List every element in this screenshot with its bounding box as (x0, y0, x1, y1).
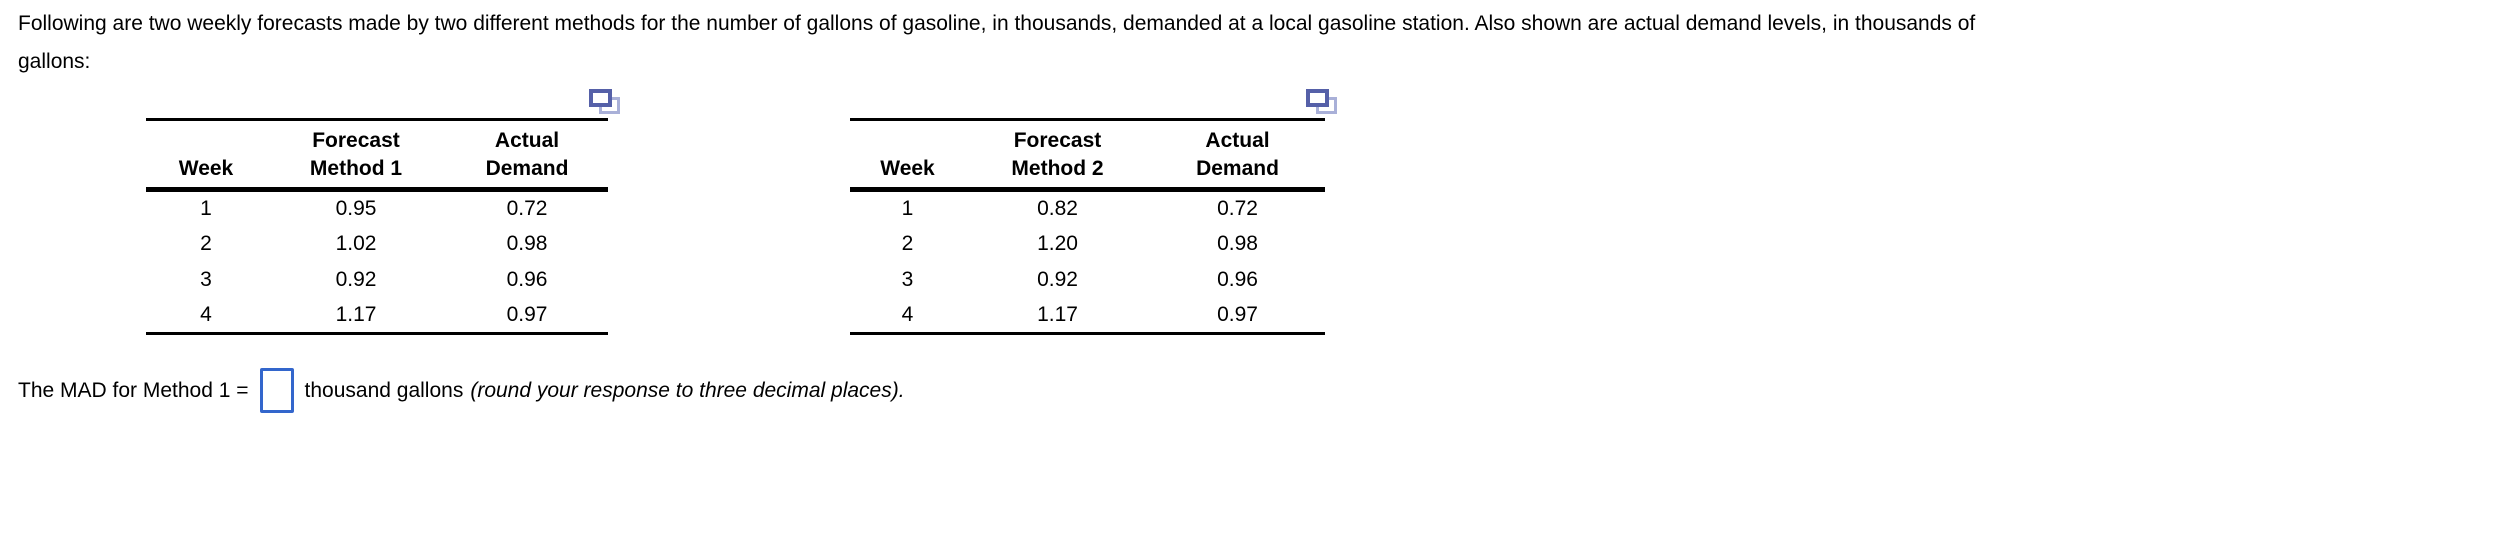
forecast-cell: 1.17 (335, 302, 377, 326)
answer-suffix: thousand gallons (304, 378, 464, 402)
popup-window-icon[interactable] (1306, 89, 1337, 115)
week-cell: 1 (200, 196, 212, 220)
week-cell: 4 (901, 302, 914, 326)
forecast-table-1-block: Week Forecast Method 1 Actual Demand 1 0… (146, 89, 620, 335)
popup-window-front-pane (1306, 89, 1329, 107)
actual-demand-cell: 0.72 (506, 196, 548, 220)
actual-demand-cell: 0.96 (506, 267, 548, 291)
popup-window-icon[interactable] (589, 89, 620, 115)
table-row: 1 0.82 0.72 (850, 190, 1325, 226)
week-header: Week (880, 157, 935, 180)
forecast-cell: 1.17 (1037, 302, 1078, 326)
week-cell: 2 (901, 231, 914, 255)
actual-demand-cell: 0.72 (1217, 196, 1258, 220)
forecast-cell: 0.82 (1037, 196, 1078, 220)
table-row: 1 0.95 0.72 (146, 190, 608, 226)
actual-demand-cell: 0.98 (506, 231, 548, 255)
actual-demand-cell: 0.97 (506, 302, 548, 326)
forecast-table-1: Week Forecast Method 1 Actual Demand 1 0… (146, 118, 608, 335)
actual-demand-cell: 0.96 (1217, 267, 1258, 291)
forecast-cell: 0.92 (335, 267, 377, 291)
table-header-row: Week Forecast Method 1 Actual Demand (146, 120, 608, 190)
rounding-note: (round your response to three decimal pl… (470, 378, 905, 402)
actual-demand-cell: 0.98 (1217, 231, 1258, 255)
intro-line-1: Following are two weekly forecasts made … (18, 12, 1976, 35)
forecast-cell: 1.20 (1037, 231, 1078, 255)
week-cell: 3 (200, 267, 212, 291)
popup-window-front-pane (589, 89, 612, 107)
week-cell: 1 (901, 196, 914, 220)
forecast-cell: 1.02 (335, 231, 377, 255)
intro-line-2: gallons: (18, 50, 91, 73)
table-2-icon-row (850, 89, 1337, 118)
table-row: 2 1.20 0.98 (850, 226, 1325, 262)
actual-demand-cell: 0.97 (1217, 302, 1258, 326)
actual-demand-header: Actual Demand (485, 129, 569, 180)
week-cell: 2 (200, 231, 212, 255)
forecast-method-2-header: Forecast Method 2 (1011, 129, 1104, 180)
week-cell: 4 (200, 302, 212, 326)
table-row: 3 0.92 0.96 (850, 262, 1325, 298)
table-row: 2 1.02 0.98 (146, 226, 608, 262)
answer-line: The MAD for Method 1 = thousand gallons … (18, 368, 905, 413)
table-row: 4 1.17 0.97 (850, 298, 1325, 334)
forecast-cell: 0.92 (1037, 267, 1078, 291)
table-header-row: Week Forecast Method 2 Actual Demand (850, 120, 1325, 190)
forecast-method-1-header: Forecast Method 1 (309, 129, 403, 180)
actual-demand-header: Actual Demand (1196, 129, 1279, 180)
table-1-icon-row (146, 89, 620, 118)
forecast-cell: 0.95 (335, 196, 377, 220)
table-row: 4 1.17 0.97 (146, 298, 608, 334)
forecast-table-2-block: Week Forecast Method 2 Actual Demand 1 0… (850, 89, 1337, 335)
answer-prefix: The MAD for Method 1 = (18, 378, 249, 402)
question-intro: Following are two weekly forecasts made … (18, 5, 1975, 81)
forecast-table-2: Week Forecast Method 2 Actual Demand 1 0… (850, 118, 1325, 335)
answer-input[interactable] (259, 368, 294, 413)
week-cell: 3 (901, 267, 914, 291)
week-header: Week (178, 157, 234, 180)
table-row: 3 0.92 0.96 (146, 262, 608, 298)
